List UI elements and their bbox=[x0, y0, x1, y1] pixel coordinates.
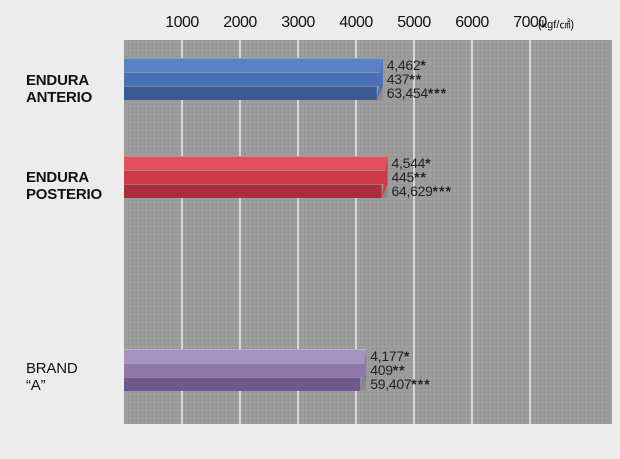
bar-end-shadow bbox=[376, 86, 383, 100]
bar-value-number: 409 bbox=[370, 362, 393, 378]
bar-value-label: 63,454*** bbox=[387, 85, 447, 101]
x-tick-label: 3000 bbox=[281, 14, 315, 31]
bar-value-stars: ** bbox=[414, 169, 427, 185]
bar-value-number: 437 bbox=[386, 71, 410, 87]
bar-value-number: 445 bbox=[391, 169, 415, 185]
x-tick-label: 6000 bbox=[455, 14, 489, 31]
bar-end-shadow bbox=[381, 184, 388, 198]
bar-value-number: 64,629 bbox=[391, 183, 433, 199]
bar-value-stars: *** bbox=[411, 376, 431, 392]
bar-value-stars: * bbox=[425, 155, 432, 171]
bar-end-shadow bbox=[360, 377, 367, 391]
bar-value-number: 4,544 bbox=[391, 155, 426, 171]
bar-value-number: 4,462 bbox=[386, 57, 421, 73]
bar-band bbox=[124, 184, 382, 198]
category-label: POSTERIO bbox=[26, 186, 102, 203]
bar-value-label: 4,544* bbox=[392, 155, 432, 171]
bar-band bbox=[124, 58, 383, 72]
x-tick-label: 7000 bbox=[513, 14, 547, 31]
bar-end-cap bbox=[360, 349, 367, 391]
bar-value-label: 409** bbox=[370, 362, 405, 378]
bar-value-stars: * bbox=[403, 348, 411, 364]
bar-value-label: 437** bbox=[387, 71, 422, 87]
bar-end-cap bbox=[381, 156, 388, 198]
x-tick-label: 2000 bbox=[223, 14, 257, 31]
bar-value-label: 4,177* bbox=[370, 348, 410, 364]
category-label: BRAND bbox=[26, 360, 78, 377]
bar-band bbox=[124, 363, 367, 377]
bar-value-stars: *** bbox=[427, 85, 448, 101]
x-tick-label: 5000 bbox=[397, 14, 431, 31]
bar-value-number: 4,177 bbox=[370, 348, 404, 364]
bar-value-stars: ** bbox=[409, 71, 423, 87]
category-label: ENDURA bbox=[26, 72, 89, 89]
bar-value-stars: *** bbox=[432, 183, 452, 199]
bar-value-label: 4,462* bbox=[387, 57, 427, 73]
bar-value-stars: ** bbox=[392, 362, 406, 378]
bar-value-number: 59,407 bbox=[370, 376, 412, 392]
x-tick-label: 4000 bbox=[339, 14, 373, 31]
unit-label: (kgf/㎠) bbox=[538, 19, 575, 31]
bar-band bbox=[124, 86, 377, 100]
bar-value-label: 59,407*** bbox=[370, 376, 430, 392]
bar-band bbox=[124, 349, 367, 363]
bar-value-label: 64,629*** bbox=[392, 183, 452, 199]
category-label: ENDURA bbox=[26, 169, 89, 186]
category-label: “A” bbox=[26, 377, 46, 394]
bar-end-cap bbox=[376, 58, 383, 100]
bar-value-label: 445** bbox=[392, 169, 427, 185]
bar-value-number: 63,454 bbox=[386, 85, 428, 101]
x-tick-label: 1000 bbox=[165, 14, 199, 31]
bar-band bbox=[124, 72, 383, 86]
bar-band bbox=[124, 156, 388, 170]
bar-band bbox=[124, 377, 361, 391]
bar-band bbox=[124, 170, 388, 184]
category-label: ANTERIO bbox=[26, 89, 93, 106]
bar-value-stars: * bbox=[420, 57, 427, 73]
